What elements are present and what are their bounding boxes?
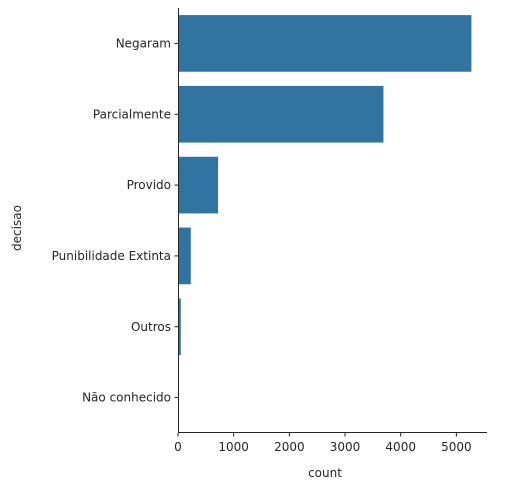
bar-3: [178, 227, 191, 285]
y-tick-label-5: Não conhecido: [82, 391, 171, 405]
y-tick-label-1: Parcialmente: [93, 107, 171, 121]
x-tick-label-0: 0: [174, 440, 182, 454]
x-tick-label-4: 4000: [385, 440, 416, 454]
bar-1: [178, 85, 384, 143]
y-axis-label: decisao: [10, 205, 24, 251]
x-tick-label-1: 1000: [218, 440, 249, 454]
bar-2: [178, 156, 219, 214]
y-tick-label-0: Negaram: [116, 36, 171, 50]
x-axis-label: count: [308, 466, 342, 480]
bar-0: [178, 15, 472, 72]
y-ticks-group: Negaram Parcialmente Provido Punibilidade E…: [52, 36, 178, 405]
bars-group: [178, 15, 472, 426]
y-tick-label-2: Provido: [127, 178, 171, 192]
x-tick-label-5: 5000: [441, 440, 472, 454]
x-tick-label-2: 2000: [274, 440, 305, 454]
bar-4: [178, 298, 181, 356]
y-tick-label-3: Punibilidade Extinta: [52, 249, 171, 263]
x-ticks-group: 0 1000 2000 3000 4000 5000: [174, 433, 472, 454]
y-tick-label-4: Outros: [131, 320, 171, 334]
x-tick-label-3: 3000: [330, 440, 361, 454]
